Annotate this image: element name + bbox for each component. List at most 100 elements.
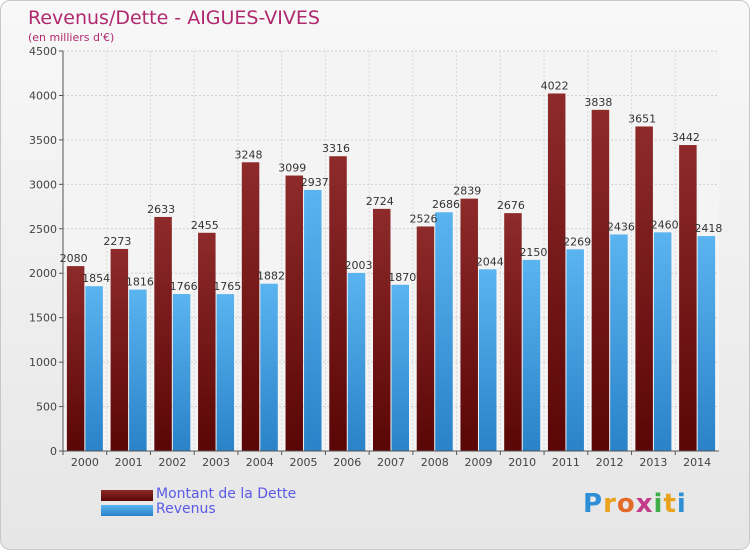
data-label-dette: 3316: [322, 142, 350, 155]
page-title: Revenus/Dette - AIGUES-VIVES: [28, 7, 320, 29]
bar-dette: [285, 175, 304, 452]
x-tick-label: 2003: [202, 456, 230, 469]
x-tick-label: 2012: [596, 456, 624, 469]
y-tick-label: 1500: [29, 312, 57, 325]
bar-revenus: [522, 259, 541, 451]
logo-letter: x: [635, 489, 654, 519]
bar-revenus: [391, 284, 409, 451]
data-label-dette: 3099: [278, 162, 306, 175]
logo-letter: i: [676, 489, 687, 519]
data-label-revenus: 2460: [651, 218, 679, 231]
data-label-revenus: 1765: [213, 280, 241, 293]
data-label-revenus: 1882: [257, 270, 285, 283]
data-label-dette: 2455: [191, 219, 219, 232]
data-label-dette: 2633: [147, 203, 175, 216]
bar-dette: [373, 208, 391, 451]
x-tick-label: 2009: [464, 456, 492, 469]
data-label-revenus: 2436: [607, 220, 635, 233]
y-tick-label: 3500: [29, 134, 57, 147]
x-tick-label: 2010: [508, 456, 536, 469]
data-label-revenus: 2686: [432, 198, 460, 211]
bar-dette: [416, 226, 435, 451]
data-label-revenus: 1816: [126, 276, 154, 289]
data-label-revenus: 2150: [519, 246, 547, 259]
legend-label-dette: Montant de la Dette: [156, 486, 297, 502]
y-tick-label: 2500: [29, 223, 57, 236]
data-label-dette: 3651: [628, 112, 656, 125]
bar-dette: [547, 93, 566, 451]
bar-revenus: [216, 294, 235, 451]
plot-area: [63, 51, 719, 451]
x-tick-label: 2008: [421, 456, 449, 469]
bar-revenus: [435, 212, 453, 451]
logo-letter: i: [653, 489, 664, 519]
chart-subtitle: (en milliers d'€): [28, 31, 115, 44]
x-tick-label: 2011: [552, 456, 580, 469]
x-tick-label: 2006: [333, 456, 361, 469]
bar-dette: [460, 198, 478, 451]
x-tick-label: 2013: [639, 456, 667, 469]
legend-swatch-revenus: [101, 505, 153, 516]
data-label-dette: 2273: [103, 235, 131, 248]
bar-dette: [635, 126, 653, 451]
x-tick-label: 2007: [377, 456, 405, 469]
bar-dette: [591, 109, 610, 451]
data-label-revenus: 1854: [82, 272, 110, 285]
bar-revenus: [85, 286, 103, 451]
data-label-dette: 2080: [60, 252, 88, 265]
x-tick-label: 2004: [246, 456, 274, 469]
bar-dette: [154, 216, 172, 451]
bar-revenus: [478, 269, 497, 451]
bar-revenus: [697, 236, 716, 451]
bar-revenus: [172, 294, 191, 451]
proxiti-logo: Proxiti: [583, 489, 687, 519]
data-label-revenus: 2937: [301, 176, 329, 189]
bar-revenus: [347, 272, 366, 451]
data-label-dette: 2724: [366, 195, 394, 208]
data-label-revenus: 2418: [694, 222, 722, 235]
y-tick-label: 1000: [29, 356, 57, 369]
logo-letter: o: [616, 489, 636, 519]
y-tick-label: 500: [36, 401, 57, 414]
y-tick-label: 4000: [29, 89, 57, 102]
x-tick-label: 2000: [71, 456, 99, 469]
bar-dette: [679, 145, 697, 452]
x-tick-label: 2001: [115, 456, 143, 469]
data-label-dette: 3248: [235, 148, 263, 161]
bar-dette: [504, 213, 522, 451]
y-tick-label: 0: [50, 445, 57, 458]
bar-revenus: [260, 283, 278, 451]
data-label-dette: 4022: [541, 79, 569, 92]
y-tick-label: 3000: [29, 178, 57, 191]
data-label-dette: 3838: [584, 96, 612, 109]
data-label-dette: 2526: [409, 212, 437, 225]
bar-revenus: [129, 289, 147, 451]
legend-label-revenus: Revenus: [156, 501, 216, 517]
logo-letter: P: [583, 489, 604, 519]
data-label-dette: 2676: [497, 199, 525, 212]
data-label-revenus: 2044: [476, 255, 504, 268]
legend-swatch-dette: [101, 490, 153, 501]
data-label-revenus: 2003: [345, 259, 373, 272]
bar-revenus: [304, 189, 322, 451]
y-tick-label: 2000: [29, 267, 57, 280]
bar-revenus: [610, 234, 628, 451]
x-tick-label: 2002: [158, 456, 186, 469]
bar-dette: [66, 266, 85, 451]
logo-letter: r: [603, 489, 617, 519]
logo-letter: t: [663, 489, 677, 519]
bar-revenus: [566, 249, 584, 451]
data-label-revenus: 2269: [563, 235, 591, 248]
bar-dette: [110, 248, 129, 451]
x-tick-label: 2005: [290, 456, 318, 469]
y-tick-label: 4500: [29, 45, 57, 58]
bar-dette: [329, 156, 347, 451]
bar-dette: [241, 162, 260, 452]
data-label-revenus: 1870: [388, 271, 416, 284]
bar-revenus: [653, 232, 672, 451]
data-label-dette: 2839: [453, 185, 481, 198]
bar-dette: [198, 232, 216, 451]
x-tick-label: 2014: [683, 456, 711, 469]
